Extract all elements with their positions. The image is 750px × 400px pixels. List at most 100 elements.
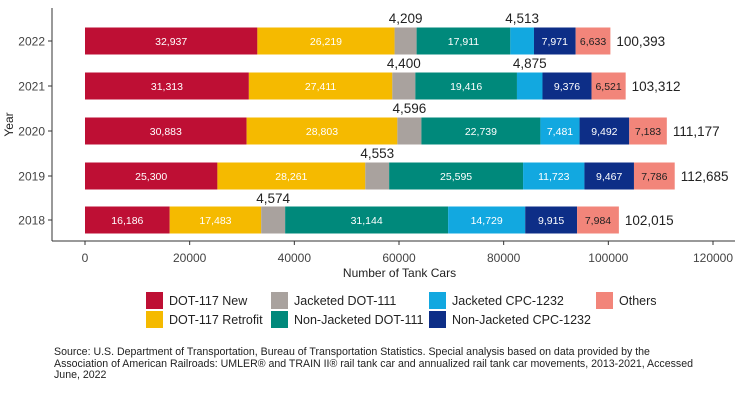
y-tick-label: 2022 xyxy=(18,35,45,49)
bar-segment xyxy=(169,206,262,234)
legend-swatch xyxy=(271,311,288,328)
y-tick-label: 2019 xyxy=(18,170,45,184)
stacked-bar-chart: 0 20000 40000 60000 80000 100000 120000 Number … xyxy=(2,8,735,280)
bar-total-label: 100,393 xyxy=(616,34,665,49)
legend-item-nonjacketed-cpc1232: Non-Jacketed CPC-1232 xyxy=(429,311,591,328)
bar-segment xyxy=(285,206,449,234)
bar-value-label: 6,633 xyxy=(580,36,606,48)
bar-value-label-outside: 4,596 xyxy=(392,101,426,116)
legend-swatch xyxy=(596,292,613,309)
bar-segment xyxy=(540,117,580,145)
legend-item-jacketed-cpc1232: Jacketed CPC-1232 xyxy=(429,292,564,309)
legend-label: DOT-117 Retrofit xyxy=(169,312,263,327)
legend-label: Non-Jacketed DOT-111 xyxy=(294,312,424,327)
x-tick-label: 40000 xyxy=(278,251,312,265)
legend-item-nonjacketed-dot111: Non-Jacketed DOT-111 xyxy=(271,311,423,328)
bar-segment xyxy=(577,206,619,234)
source-note: Source: U.S. Department of Transportatio… xyxy=(54,346,693,381)
bar-value-label: 17,911 xyxy=(448,36,479,48)
bar-segment xyxy=(591,72,626,100)
bar-segment xyxy=(448,206,526,234)
bar-value-label: 7,971 xyxy=(542,36,568,48)
bar-segment xyxy=(510,27,534,55)
bar-value-label: 17,483 xyxy=(199,215,231,227)
bar-segment xyxy=(392,72,416,100)
bar-total-label: 103,312 xyxy=(632,79,681,94)
legend-item-jacketed-dot111: Jacketed DOT-111 xyxy=(271,292,396,309)
legend-label: Jacketed DOT-111 xyxy=(294,293,397,308)
bar-value-label: 16,186 xyxy=(111,215,143,227)
bar-value-label: 27,411 xyxy=(305,81,336,93)
y-tick-label: 2018 xyxy=(18,214,45,228)
bar-segment xyxy=(575,27,611,55)
bar-segment xyxy=(85,27,258,55)
bar-segment xyxy=(85,206,170,234)
bar-segment xyxy=(85,72,249,100)
bar-segment xyxy=(85,117,247,145)
bar-value-label: 7,984 xyxy=(585,215,611,227)
bar-value-label: 28,803 xyxy=(306,126,338,138)
bar-value-label: 25,595 xyxy=(440,171,472,183)
bar-segment xyxy=(416,27,511,55)
bar-value-label: 19,416 xyxy=(450,81,482,93)
bar-segment xyxy=(584,162,634,190)
bar-segment xyxy=(248,72,393,100)
legend-item-dot117-retrofit: DOT-117 Retrofit xyxy=(146,311,263,328)
bar-segment xyxy=(217,162,366,190)
bar-value-label: 7,481 xyxy=(547,126,573,138)
legend-label: Non-Jacketed CPC-1232 xyxy=(452,312,591,327)
bar-segment xyxy=(389,162,524,190)
x-axis-title: Number of Tank Cars xyxy=(343,266,456,280)
legend-swatch xyxy=(146,292,163,309)
x-tick-label: 100000 xyxy=(588,251,628,265)
bar-segment xyxy=(542,72,592,100)
bar-value-label: 9,492 xyxy=(591,126,617,138)
legend-swatch xyxy=(429,311,446,328)
bar-segment xyxy=(394,27,417,55)
bar-segment xyxy=(516,72,543,100)
bar-segment xyxy=(246,117,398,145)
bar-segment xyxy=(523,162,585,190)
bar-segment xyxy=(415,72,517,100)
bar-value-label: 14,729 xyxy=(471,215,503,227)
bar-value-label: 32,937 xyxy=(155,36,187,48)
legend-label: DOT-117 New xyxy=(169,293,248,308)
legend-label: Others xyxy=(619,293,657,308)
bar-segment xyxy=(365,162,390,190)
bar-segment xyxy=(633,162,675,190)
bar-segment xyxy=(397,117,422,145)
bar-value-label-outside: 4,209 xyxy=(389,11,423,26)
bar-segment xyxy=(85,162,218,190)
bar-value-label: 11,723 xyxy=(538,171,569,183)
bar-total-label: 102,015 xyxy=(625,213,674,228)
bar-segment xyxy=(257,27,395,55)
bar-value-label: 26,219 xyxy=(310,36,342,48)
bar-total-label: 111,177 xyxy=(673,124,720,139)
bar-value-label: 25,300 xyxy=(135,171,167,183)
bar-segment xyxy=(533,27,576,55)
bar-value-label-outside: 4,574 xyxy=(256,191,290,206)
bar-value-label: 6,521 xyxy=(595,81,621,93)
bar-segment xyxy=(579,117,630,145)
legend-swatch xyxy=(146,311,163,328)
bar-value-label: 28,261 xyxy=(275,171,307,183)
legend-swatch xyxy=(429,292,446,309)
legend-label: Jacketed CPC-1232 xyxy=(452,293,564,308)
y-tick-label: 2020 xyxy=(18,125,45,139)
x-tick-label: 80000 xyxy=(487,251,521,265)
bar-value-label-outside: 4,513 xyxy=(505,11,539,26)
bar-value-label: 22,739 xyxy=(465,126,497,138)
x-tick-label: 0 xyxy=(82,251,89,265)
bar-segment xyxy=(421,117,541,145)
bar-value-label-outside: 4,875 xyxy=(513,56,547,71)
x-tick-label: 120000 xyxy=(693,251,733,265)
bar-value-label: 7,183 xyxy=(635,126,661,138)
bar-value-label: 30,883 xyxy=(150,126,182,138)
y-tick-label: 2021 xyxy=(18,80,45,94)
bar-segment xyxy=(629,117,667,145)
legend-item-dot117-new: DOT-117 New xyxy=(146,292,247,309)
bar-value-label-outside: 4,553 xyxy=(360,146,394,161)
chart-legend: DOT-117 New Jacketed DOT-111 Jacketed CP… xyxy=(146,292,666,332)
bar-segment xyxy=(261,206,286,234)
bar-value-label: 9,467 xyxy=(596,171,622,183)
